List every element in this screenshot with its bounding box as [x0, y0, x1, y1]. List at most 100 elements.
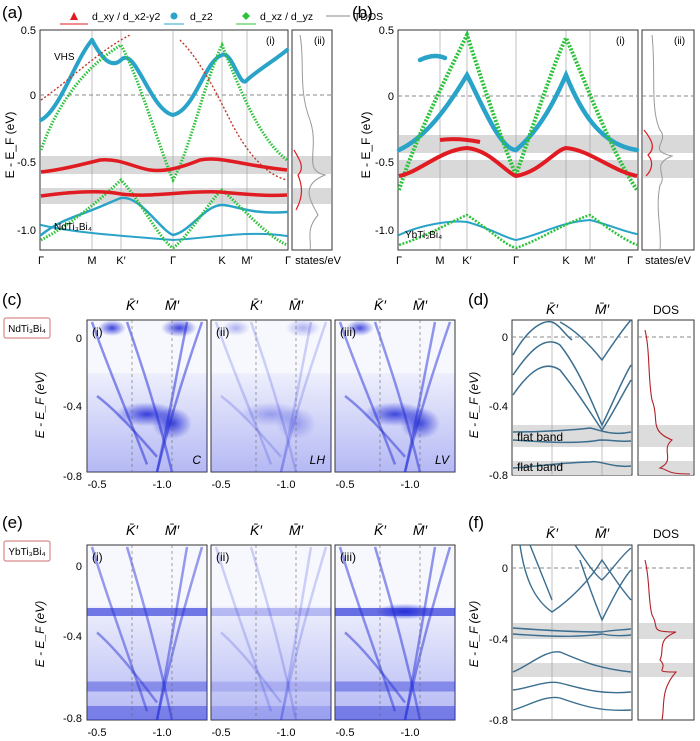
- arpes-c-xtick-a-3: -0.5: [336, 479, 355, 491]
- shade-a1-dos: [293, 156, 331, 174]
- arpes-c-xtick-b-1: -1.0: [153, 479, 172, 491]
- arpes-c-xtick-a-2: -0.5: [212, 479, 231, 491]
- kpt-b-0: Γ: [396, 255, 402, 267]
- kpt-a-6: Γ: [285, 255, 291, 267]
- ylabel-f: E - E_F (eV): [467, 601, 481, 667]
- arpes-c-pol-2: LH: [310, 453, 326, 467]
- arpes-e-sub-3: (iii): [340, 550, 356, 564]
- ytick-a-0: 0.5: [21, 25, 36, 37]
- arpes-c-2: (ii) LH: [210, 319, 332, 473]
- flat-band-1: flat band: [517, 430, 563, 444]
- arpes-e-xtick-a-3: -0.5: [336, 727, 355, 739]
- ytick-d-0: 0: [502, 332, 508, 344]
- arpes-e-kpoint-m-1: M̄′: [165, 522, 181, 538]
- ylabel-b: E - E_F (eV): [359, 112, 373, 179]
- kpt-b-1: M: [435, 255, 444, 267]
- kpt-a-5: M′: [241, 255, 252, 267]
- legend-tdos: TDOS: [354, 11, 383, 23]
- ytick-d-2: -0.8: [489, 470, 508, 482]
- panel-f: (f) 0 -0.4 -0.8 E - E_F (eV): [467, 513, 695, 727]
- arpes-c-xtick-a-1: -0.5: [88, 479, 107, 491]
- panel-letter-e: (e): [2, 513, 23, 532]
- arpes-e-xtick-b-2: -1.0: [277, 727, 296, 739]
- arpes-c-1: (i) C: [86, 319, 208, 473]
- panel-letter-a: (a): [2, 3, 23, 22]
- kpt-b-3: Γ: [513, 255, 519, 267]
- arpes-c-3: (iii) LV: [334, 319, 456, 473]
- ytick-b-0: 0.5: [379, 25, 394, 37]
- ytick-a-3: -1.0: [17, 225, 36, 237]
- kpt-a-3: Γ: [170, 255, 176, 267]
- ytick-e-1: -0.4: [63, 631, 82, 643]
- ytick-b-3: -1.0: [375, 225, 394, 237]
- sub-b-ii: (ii): [674, 36, 685, 47]
- sub-b-i: (i): [616, 36, 625, 47]
- dos-frame-a: [291, 29, 333, 251]
- arpes-c-kpoint-k-2: K̄′: [250, 297, 263, 313]
- arpes-c-sub-2: (ii): [216, 325, 229, 339]
- dos-unit-b: states/eV: [645, 255, 692, 267]
- panel-d: (d) 0 -0.4 -0.8 E - E_F (eV) K̄′ M̄′: [467, 290, 695, 482]
- ylabel-a: E - E_F (eV): [3, 112, 17, 179]
- flat-band-2: flat band: [517, 460, 563, 474]
- kpt-a-0: Γ: [38, 255, 44, 267]
- vhs-label: VHS: [54, 52, 75, 63]
- kpt-a-4: K: [218, 255, 226, 267]
- ytick-c-0: 0: [76, 333, 82, 345]
- panel-b: (b) 0.5 0: [352, 3, 695, 267]
- panel-letter-c: (c): [2, 290, 22, 309]
- arpes-c-kpoint-m-2: M̄′: [289, 297, 305, 313]
- panel-letter-d: (d): [468, 290, 489, 309]
- kpt-a-1: M: [87, 255, 96, 267]
- arpes-e-xtick-b-1: -1.0: [153, 727, 172, 739]
- sub-a-i: (i): [266, 36, 275, 47]
- arpes-c-xtick-b-3: -1.0: [401, 479, 420, 491]
- arpes-e-xtick-a-1: -0.5: [88, 727, 107, 739]
- ytick-f-1: -0.4: [489, 634, 508, 646]
- ytick-c-2: -0.8: [63, 471, 82, 483]
- material-a: NdTi₃Bi₄: [54, 222, 92, 233]
- bands-cyan-a: [39, 38, 289, 242]
- arpes-c-sub-3: (iii): [340, 325, 356, 339]
- arpes-e-3: (iii): [334, 544, 456, 721]
- ylabel-e: E - E_F (eV): [33, 601, 47, 667]
- legend-green: d_xz / d_yz: [260, 11, 313, 23]
- arpes-e-xtick-b-3: -1.0: [401, 727, 420, 739]
- kpt-b-6: Γ: [627, 255, 633, 267]
- dos-label-d: DOS: [653, 303, 679, 317]
- arpes-c-kpoint-k-1: K̄′: [126, 297, 139, 313]
- arpes-e-sub-1: (i): [92, 550, 103, 564]
- ytick-a-1: 0: [30, 90, 36, 102]
- arpes-e-sub-2: (ii): [216, 550, 229, 564]
- ytick-b-2: -0.5: [375, 157, 394, 169]
- arpes-e-2: (ii): [210, 544, 332, 721]
- ytick-e-0: 0: [76, 561, 82, 573]
- bands-red-a: [40, 157, 288, 198]
- material-c: NdTi₃Bi₄: [8, 324, 46, 335]
- ytick-f-2: -0.8: [489, 715, 508, 727]
- panel-letter-f: (f): [468, 513, 484, 532]
- panel-letter-b: (b): [352, 3, 373, 22]
- arpes-c-kpoint-m-1: M̄′: [165, 297, 181, 313]
- material-e: YbTi₃Bi₄: [8, 547, 45, 558]
- bands-green-a: [39, 41, 288, 250]
- arpes-c-kpoint-m-3: M̄′: [413, 297, 429, 313]
- ytick-e-2: -0.8: [63, 713, 82, 725]
- dos-frame-d: [637, 319, 695, 476]
- dos-unit-a: states/eV: [295, 255, 342, 267]
- dos-label-f: DOS: [653, 527, 679, 541]
- arpes-c-sub-1: (i): [92, 325, 103, 339]
- legend-red: d_xy / d_x2-y2: [92, 11, 160, 23]
- arpes-e-kpoint-m-2: M̄′: [289, 522, 305, 538]
- ytick-d-1: -0.4: [489, 401, 508, 413]
- legend-cyan: d_z2: [190, 11, 213, 23]
- arpes-c-kpoint-k-3: K̄′: [374, 297, 387, 313]
- ylabel-c: E - E_F (eV): [33, 372, 47, 438]
- ytick-b-1: 0: [388, 91, 394, 103]
- ytick-c-1: -0.4: [63, 401, 82, 413]
- ylabel-d: E - E_F (eV): [467, 372, 481, 438]
- ytick-f-0: 0: [502, 563, 508, 575]
- arpes-e-kpoint-k-1: K̄′: [126, 522, 139, 538]
- arpes-e-kpoint-k-2: K̄′: [250, 522, 263, 538]
- shade-a2-dos: [293, 188, 331, 204]
